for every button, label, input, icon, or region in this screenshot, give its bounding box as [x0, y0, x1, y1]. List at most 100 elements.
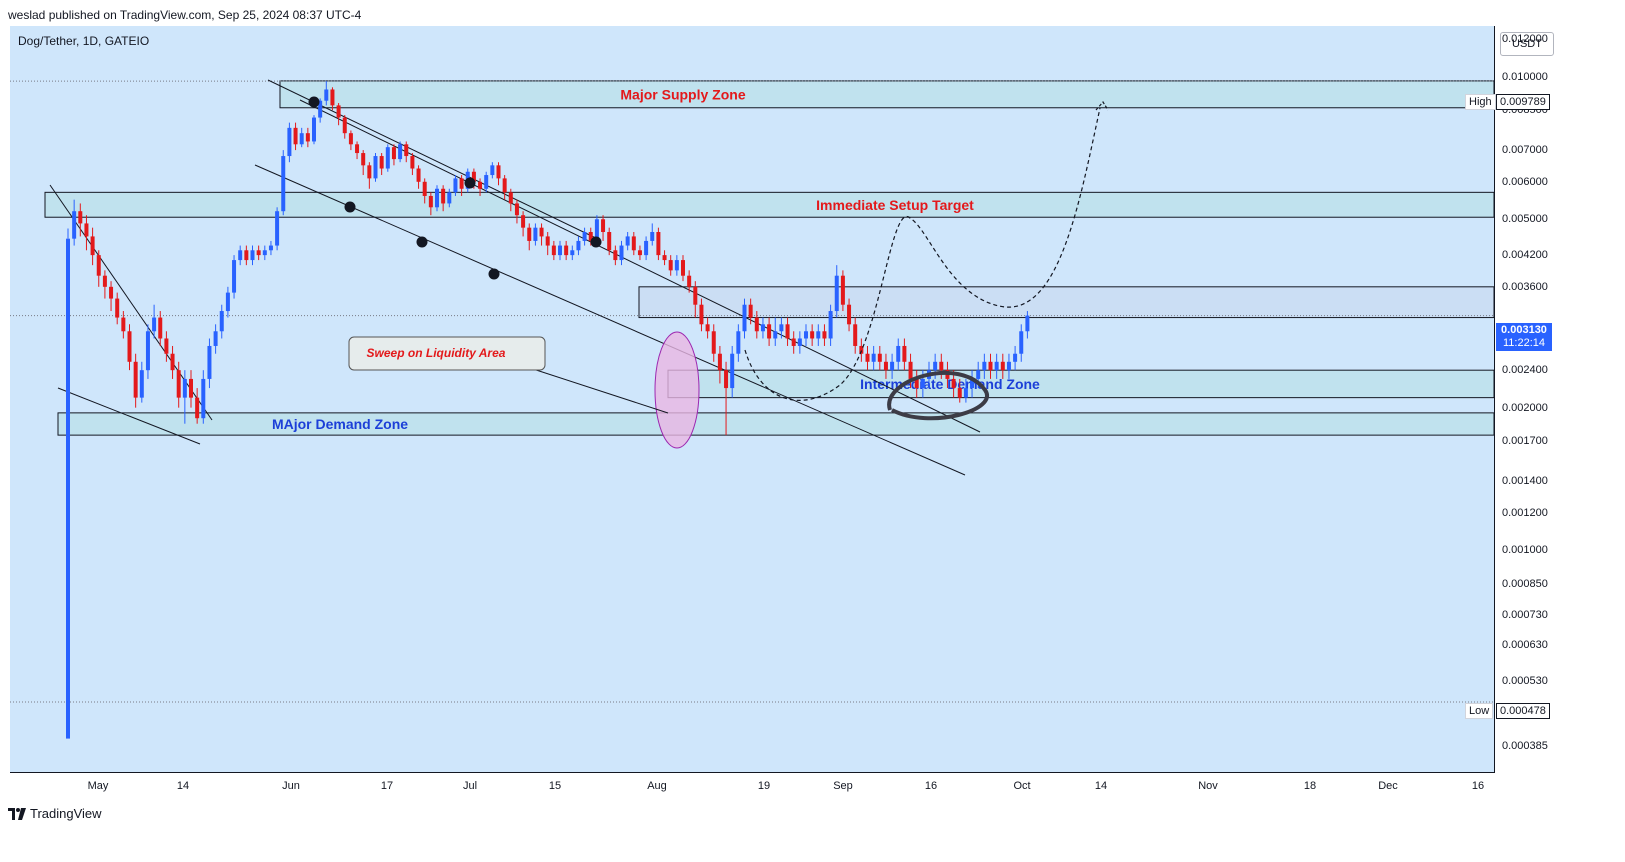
price-axis-label: 0.001700: [1502, 435, 1548, 448]
price-axis-label: 0.010000: [1502, 70, 1548, 83]
candle-body: [428, 195, 433, 208]
candle-body: [127, 331, 132, 362]
symbol-title: Dog/Tether, 1D, GATEIO: [18, 34, 150, 48]
candle-body: [416, 168, 421, 182]
candle-body: [871, 353, 876, 362]
candle-body: [607, 231, 612, 251]
price-axis-label: 0.005000: [1502, 213, 1548, 226]
zone-label: Major Supply Zone: [620, 86, 745, 102]
candle-body: [410, 156, 415, 169]
candle-body: [896, 345, 901, 362]
candle-body: [225, 292, 230, 312]
candle-body: [828, 311, 833, 339]
candle-body: [982, 361, 987, 371]
resistance-zone: [638, 286, 1495, 319]
currency-button[interactable]: USDT: [1500, 32, 1554, 56]
candle-body: [213, 331, 218, 346]
candle-body: [102, 275, 107, 287]
candle-body: [810, 331, 815, 339]
candle-body: [447, 192, 452, 204]
candle-body: [637, 250, 642, 256]
price-axis-label: 0.000385: [1502, 740, 1548, 753]
candle-body: [195, 397, 200, 419]
candle-body: [287, 127, 292, 157]
time-axis-label: 19: [757, 780, 771, 792]
candle-body: [804, 331, 808, 339]
candle-body: [736, 331, 741, 354]
price-axis-label: 0.000630: [1502, 639, 1548, 652]
candle-body: [656, 231, 661, 256]
candle-body: [1000, 361, 1005, 371]
candle-body: [96, 255, 101, 276]
candle-body: [779, 324, 784, 332]
time-axis-label: Nov: [1198, 780, 1218, 792]
candle-body: [551, 245, 556, 256]
candle-body: [711, 331, 716, 354]
candle-body: [558, 245, 562, 256]
candle-body: [840, 275, 845, 305]
candle-body: [1025, 315, 1030, 332]
candle-body: [847, 304, 852, 325]
candle-body: [84, 223, 89, 237]
candle-body: [853, 324, 858, 346]
candle-body: [564, 245, 569, 256]
candle-body: [72, 211, 77, 239]
candle-body: [207, 345, 212, 379]
candle-body: [545, 236, 550, 246]
time-axis-label: Jun: [282, 780, 300, 792]
candle-body: [189, 378, 193, 398]
trendline: [267, 79, 601, 241]
callout-pointer: [529, 367, 669, 414]
time-axis-label: May: [87, 780, 109, 792]
candle-body: [791, 338, 796, 346]
candle-body: [644, 240, 649, 256]
zone-box: [57, 412, 1495, 436]
trendline: [299, 99, 981, 433]
candle-body: [908, 361, 913, 379]
callout-text: Sweep on Liquidity Area: [367, 346, 506, 360]
candle-body: [361, 153, 366, 166]
candle-body: [914, 378, 919, 389]
candle-body: [490, 165, 495, 176]
sweep-ellipse: [654, 331, 700, 449]
candle-body: [650, 231, 655, 241]
candle-body: [379, 156, 384, 169]
candle-body: [275, 211, 280, 246]
candle-body: [299, 133, 304, 145]
zone-box: [667, 369, 1495, 399]
low-value: 0.000478: [1496, 703, 1550, 719]
candle-body: [588, 231, 593, 241]
candle-body: [527, 227, 532, 241]
candle-body: [201, 378, 206, 419]
candle-body: [705, 324, 710, 332]
candle-body: [539, 227, 544, 237]
candle-body: [478, 181, 483, 189]
candle-body: [822, 331, 827, 339]
candle-body: [318, 100, 323, 118]
candle-body: [115, 298, 120, 318]
swing-point-dot: [344, 201, 356, 213]
candle-body: [90, 236, 95, 256]
price-axis-label: 0.001000: [1502, 544, 1548, 557]
footer-brand[interactable]: TradingView: [8, 806, 102, 821]
zone-box: [279, 80, 1495, 109]
candle-body: [951, 378, 956, 389]
chart-pane[interactable]: [10, 26, 1495, 773]
candle-body: [496, 165, 501, 179]
high-label: High: [1465, 94, 1496, 110]
current-price-tag: 0.003130 11:22:14: [1496, 323, 1552, 351]
time-axis-label: Oct: [1013, 780, 1031, 792]
price-axis-label: 0.000850: [1502, 577, 1548, 590]
projection-arrow-icon: [1095, 100, 1109, 111]
candle-body: [459, 178, 464, 189]
candle-body: [385, 147, 390, 169]
time-axis-label: Sep: [833, 780, 853, 792]
candle-body: [145, 331, 150, 371]
candle-body: [742, 304, 747, 332]
hand-drawn-circle-icon: [887, 371, 989, 421]
candle-body: [109, 286, 114, 299]
candle-body: [994, 361, 999, 371]
zone-label: MAjor Demand Zone: [272, 416, 408, 432]
time-axis-label: 14: [176, 780, 190, 792]
